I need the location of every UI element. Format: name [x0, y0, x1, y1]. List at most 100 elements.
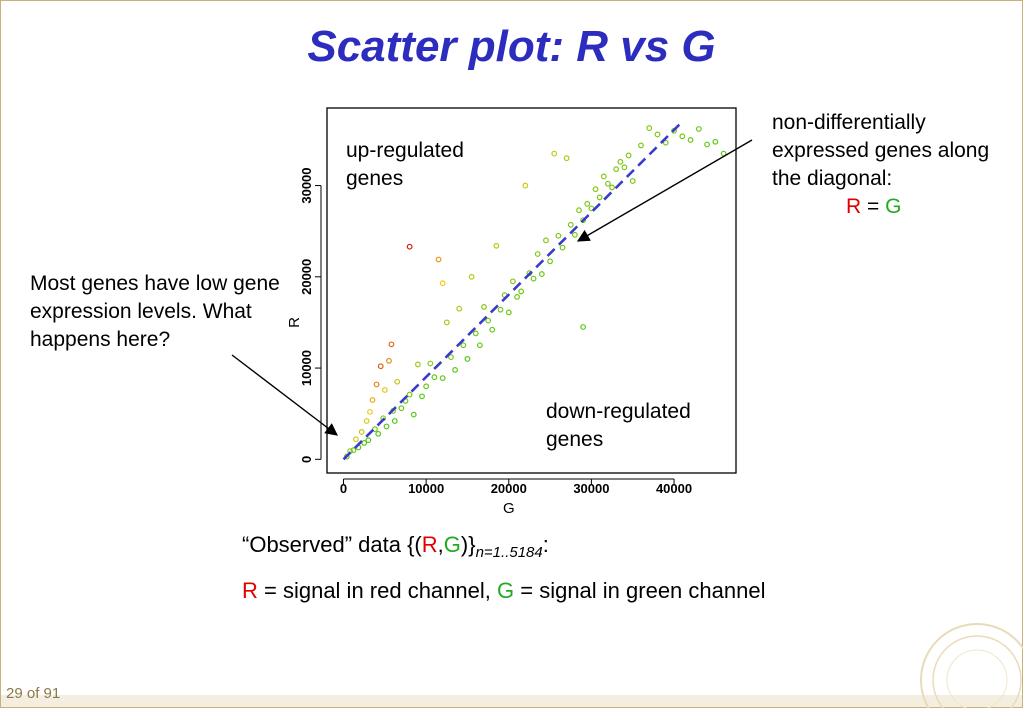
scatter-point [481, 304, 487, 310]
scatter-point [617, 158, 624, 165]
scatter-point [621, 164, 628, 171]
scatter-point [489, 326, 496, 333]
scatter-point [609, 184, 615, 191]
arrow-low-expression [231, 354, 339, 436]
y-axis-label: R [286, 317, 303, 328]
equals-sign: = [861, 195, 886, 218]
x-axis: 0 10000 20000 30000 40000 [340, 478, 692, 496]
scatter-point [555, 232, 562, 239]
scatter-point [576, 207, 582, 214]
scatter-point [551, 150, 558, 157]
scatter-point [460, 342, 467, 349]
scatter-point [406, 243, 413, 250]
label-G: G [885, 195, 902, 218]
scatter-point [695, 126, 702, 132]
scatter-point [369, 397, 376, 403]
scatter-point [704, 141, 710, 148]
label-R: R [846, 195, 862, 218]
scatter-point [559, 244, 566, 251]
scatter-point [468, 273, 475, 280]
scatter-point [497, 306, 504, 313]
observed-colon: : [542, 532, 549, 557]
definition-g-text: = signal in green channel [514, 578, 766, 603]
x-tick-label: 20000 [491, 481, 527, 496]
scatter-point [435, 256, 442, 263]
scatter-point [679, 133, 686, 140]
annotation-up-regulated: up-regulated genes [346, 139, 464, 190]
scatter-point [547, 258, 553, 265]
scatter-point [381, 387, 388, 393]
scatter-point [538, 271, 545, 277]
scatter-point [625, 152, 632, 159]
scatter-point [388, 341, 395, 348]
scatter-point [363, 418, 370, 424]
scatter-point [571, 231, 578, 238]
annotation-diagonal-text: non-differentially expressed genes along… [772, 111, 990, 190]
x-tick-label: 0 [340, 481, 347, 496]
y-axis: 0 10000 20000 30000 [299, 167, 322, 463]
scatter-point [423, 383, 430, 390]
plot-box [326, 107, 737, 474]
scatter-point [638, 142, 644, 149]
observed-suffix: )} [460, 532, 476, 557]
scatter-point [361, 439, 368, 446]
arrow-diagonal [576, 139, 753, 242]
scatter-point [592, 186, 599, 193]
scatter-point [443, 319, 450, 326]
scatter-point [375, 430, 382, 437]
definition-G: G [497, 578, 515, 603]
observed-R: R [421, 532, 438, 557]
university-seal-watermark [920, 623, 1023, 708]
x-tick-label: 30000 [573, 481, 609, 496]
scatter-point [431, 374, 438, 381]
scatter-point [505, 309, 512, 316]
x-tick-label: 10000 [408, 481, 444, 496]
scatter-point [398, 405, 405, 412]
scatter-point [358, 429, 365, 435]
scatter-point [439, 280, 446, 287]
y-tick-label: 0 [299, 456, 314, 463]
scatter-point [373, 381, 380, 388]
footer-band [1, 695, 1022, 707]
scatter-point [605, 180, 611, 187]
scatter-point [439, 375, 446, 382]
scatter-point [353, 436, 359, 443]
scatter-point [394, 378, 401, 385]
scatter-point [414, 361, 421, 368]
scatter-point [383, 423, 390, 430]
scatter-point [448, 354, 454, 361]
scatter-point [427, 360, 434, 367]
scatter-point [654, 131, 661, 138]
x-axis-label: G [503, 500, 515, 517]
scatter-point [514, 293, 520, 300]
scatter-point [567, 221, 574, 228]
scatter-point [472, 330, 479, 337]
slide-title: Scatter plot: R vs G [307, 22, 716, 71]
page-number: 29 of 91 [6, 685, 61, 702]
scatter-point [518, 288, 525, 295]
scatter-point [406, 391, 413, 398]
scatter-point [350, 447, 357, 454]
scatter-point [646, 125, 653, 131]
scatter-point [367, 408, 373, 415]
scatter-point [580, 217, 587, 224]
y-tick-label: 20000 [299, 259, 314, 295]
scatter-point [543, 237, 549, 244]
scatter-point [476, 342, 483, 349]
scatter-point [365, 437, 372, 444]
scatter-point [464, 356, 471, 362]
observed-comma: , [437, 532, 444, 557]
scatter-point [377, 363, 384, 370]
observed-G: G [443, 532, 461, 557]
scatter-point [391, 418, 398, 424]
scatter-point [510, 278, 516, 285]
scatter-point [534, 251, 541, 257]
x-tick-label: 40000 [656, 481, 692, 496]
scatter-point [596, 194, 603, 201]
scatter-point [584, 200, 591, 207]
scatter-point [522, 182, 529, 189]
scatter-point [485, 317, 492, 324]
annotation-low-expression: Most genes have low gene expression leve… [30, 272, 280, 351]
observed-data-line: “Observed” data {(R,G)}n=1..5184: [242, 532, 549, 561]
